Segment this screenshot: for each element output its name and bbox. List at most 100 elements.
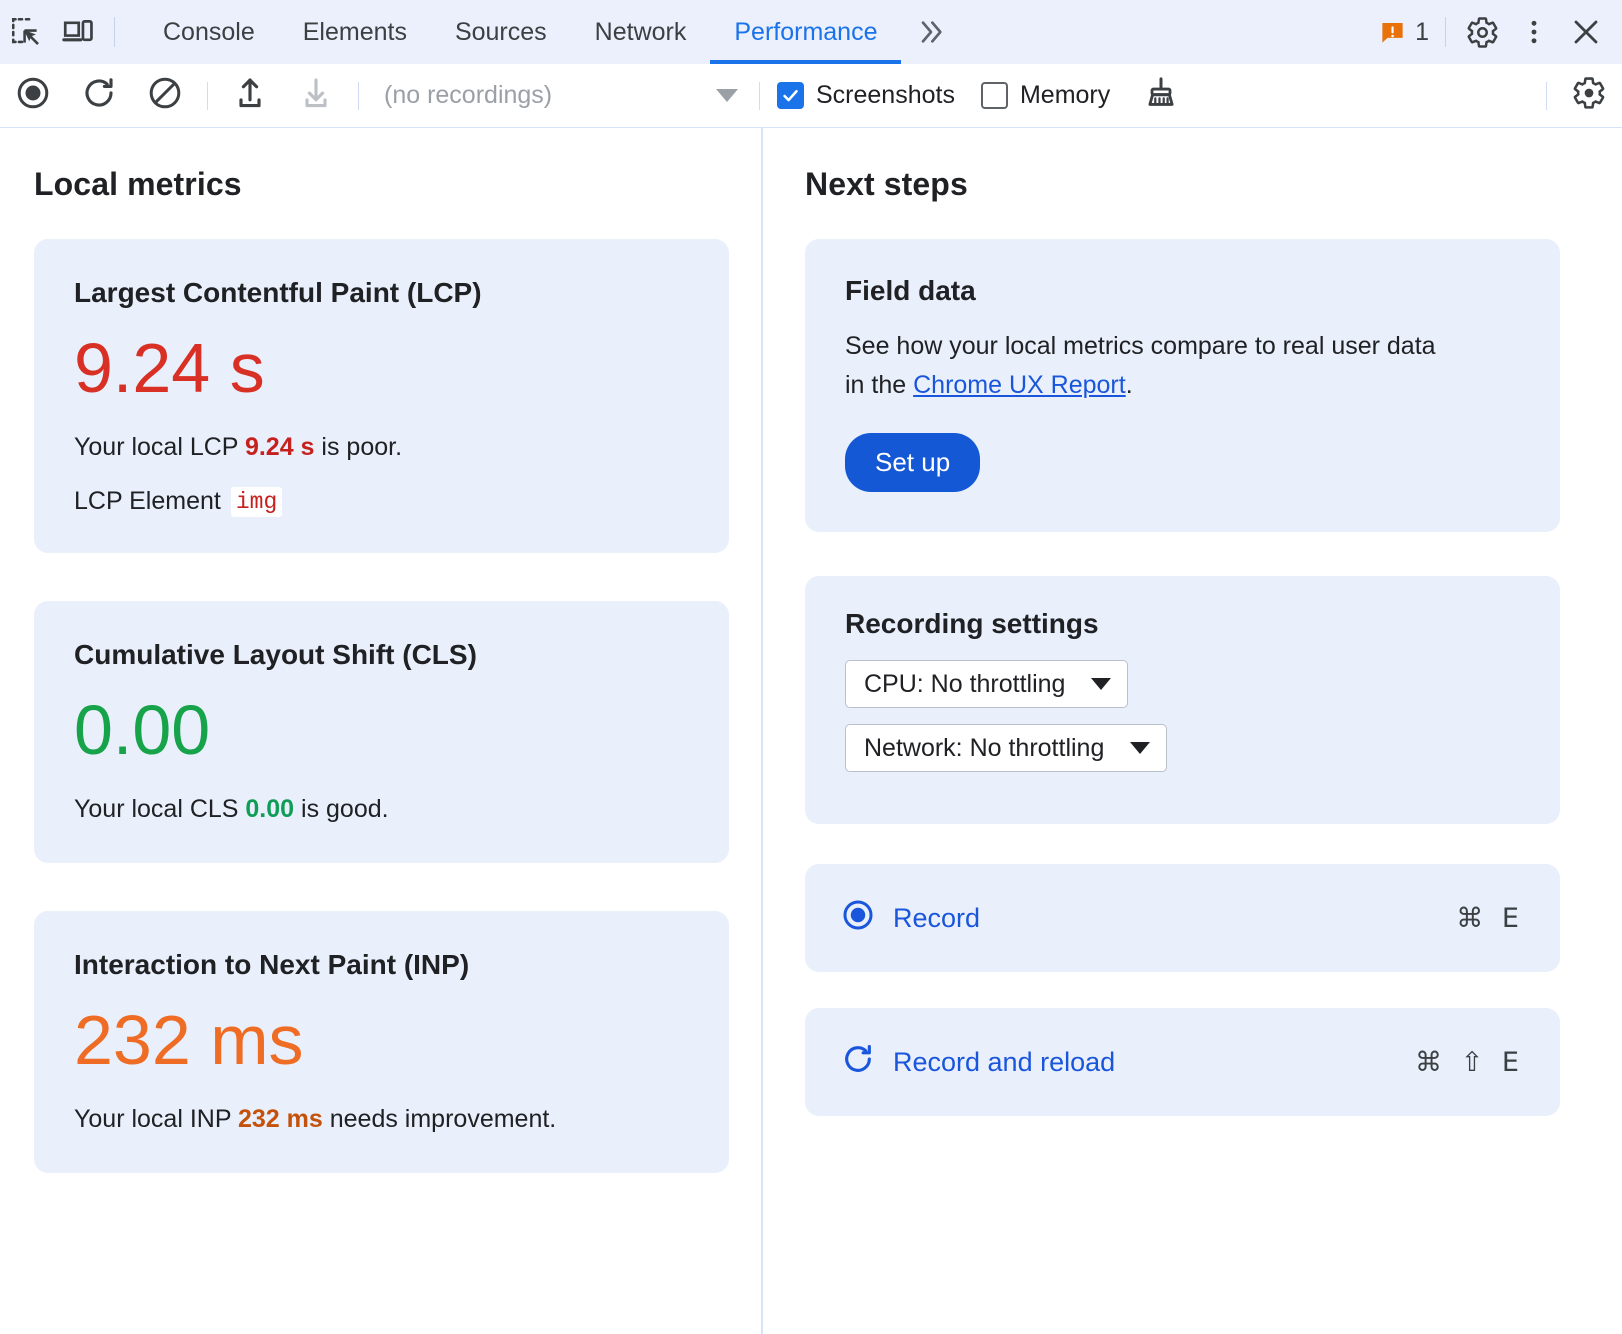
export-profile-button[interactable]	[283, 68, 349, 124]
lcp-element-chip[interactable]: img	[230, 486, 283, 517]
more-tabs-button[interactable]	[901, 0, 961, 64]
clear-recording-button[interactable]	[132, 68, 198, 124]
next-steps-pane: Next steps Field data See how your local…	[763, 128, 1622, 1334]
cpu-throttling-select[interactable]: CPU: No throttling	[845, 660, 1129, 708]
record-action-card[interactable]: Record ⌘ E	[805, 864, 1560, 972]
toolbar-divider	[207, 81, 208, 110]
broom-icon	[1143, 75, 1179, 116]
record-reload-label-group: Record and reload	[841, 1042, 1115, 1083]
record-and-reload-action-card[interactable]: Record and reload ⌘ ⇧ E	[805, 1008, 1560, 1116]
collect-garbage-button[interactable]	[1128, 68, 1194, 124]
metric-value: 9.24 s	[74, 329, 265, 407]
inspect-element-icon	[9, 15, 43, 49]
local-metrics-title: Local metrics	[34, 166, 242, 202]
tab-label: Sources	[454, 17, 547, 46]
recording-settings-title: Recording settings	[845, 608, 1099, 639]
chevron-down-icon	[716, 89, 738, 102]
desc-suffix: needs improvement.	[322, 1105, 557, 1134]
devtools-settings-button[interactable]	[1456, 6, 1508, 58]
reload-record-icon	[81, 75, 117, 116]
import-profile-icon	[232, 75, 268, 116]
kebab-menu-icon	[1531, 20, 1537, 44]
chevron-double-right-icon	[922, 21, 943, 43]
capture-settings-button[interactable]	[1556, 68, 1622, 124]
checkbox-box	[980, 82, 1008, 109]
lcp-element-label: LCP Element	[74, 487, 221, 516]
screenshots-label: Screenshots	[816, 81, 955, 109]
record-and-reload-action-label: Record and reload	[893, 1046, 1116, 1077]
toggle-device-toolbar-button[interactable]	[52, 6, 104, 58]
tab-label: Network	[594, 17, 687, 46]
chevron-down-icon	[1091, 678, 1112, 690]
performance-landing-page: Local metrics Largest Contentful Paint (…	[0, 128, 1622, 1334]
recordings-value-label: (no recordings)	[384, 81, 553, 109]
recording-settings-card: Recording settings CPU: No throttling Ne…	[805, 576, 1560, 824]
tab-label: Elements	[302, 17, 407, 46]
devtools-tab-bar: Console Elements Sources Network Perform…	[0, 0, 1622, 64]
body-prefix: See how your local metrics compare to re…	[845, 332, 1436, 399]
tabbar-right-actions: 1	[1379, 6, 1622, 58]
cpu-throttling-value: CPU: No throttling	[864, 669, 1066, 698]
record-button[interactable]	[0, 68, 66, 124]
metric-description: Your local LCP 9.24 s is poor.	[74, 431, 689, 465]
record-icon	[841, 898, 875, 939]
metric-title: Interaction to Next Paint (INP)	[74, 948, 470, 980]
screenshots-checkbox[interactable]: Screenshots	[777, 81, 955, 110]
gear-icon	[1571, 75, 1607, 116]
import-profile-button[interactable]	[217, 68, 283, 124]
toolbar-divider	[358, 81, 359, 110]
body-suffix: .	[1125, 371, 1133, 399]
field-data-card: Field data See how your local metrics co…	[805, 239, 1560, 532]
tab-label: Console	[163, 17, 255, 46]
toolbar-right-actions	[1537, 68, 1622, 124]
tab-network[interactable]: Network	[571, 0, 711, 64]
set-up-button[interactable]: Set up	[845, 433, 981, 492]
close-icon	[1574, 20, 1598, 44]
metric-value: 0.00	[74, 690, 211, 769]
tabbar-divider	[114, 17, 115, 47]
toolbar-divider	[1546, 81, 1547, 110]
inspect-element-button[interactable]	[0, 6, 52, 58]
device-toolbar-icon	[61, 15, 95, 49]
desc-value: 232 ms	[238, 1105, 323, 1134]
record-and-reload-button[interactable]	[66, 68, 132, 124]
cpu-throttling-row: CPU: No throttling	[845, 660, 1520, 724]
record-and-reload-shortcut: ⌘ ⇧ E	[1415, 1046, 1524, 1078]
record-action-label: Record	[893, 902, 981, 933]
tab-label: Performance	[734, 17, 878, 46]
tab-sources[interactable]: Sources	[431, 0, 571, 64]
export-profile-icon	[298, 75, 334, 116]
field-data-title: Field data	[845, 275, 976, 306]
record-icon	[15, 75, 51, 116]
desc-value: 9.24 s	[244, 433, 315, 462]
clear-icon	[147, 75, 183, 116]
metric-card-inp[interactable]: Interaction to Next Paint (INP) 232 ms Y…	[34, 910, 729, 1173]
tab-performance[interactable]: Performance	[710, 0, 902, 64]
check-icon	[783, 89, 798, 102]
error-count-badge[interactable]: 1	[1379, 18, 1429, 47]
toolbar-divider	[759, 81, 760, 110]
recordings-dropdown[interactable]: (no recordings)	[368, 73, 750, 119]
metric-title: Cumulative Layout Shift (CLS)	[74, 638, 477, 670]
record-action-label-group: Record	[841, 898, 980, 939]
tab-elements[interactable]: Elements	[279, 0, 431, 64]
desc-prefix: Your local INP	[74, 1105, 238, 1134]
desc-suffix: is good.	[294, 795, 389, 824]
reload-record-icon	[841, 1042, 875, 1083]
memory-checkbox[interactable]: Memory	[980, 81, 1110, 110]
desc-prefix: Your local LCP	[74, 433, 245, 462]
desc-prefix: Your local CLS	[74, 795, 246, 824]
tab-console[interactable]: Console	[139, 0, 279, 64]
tabbar-divider	[1445, 17, 1446, 47]
next-steps-title: Next steps	[805, 166, 968, 202]
chrome-ux-report-link[interactable]: Chrome UX Report	[913, 371, 1126, 399]
more-options-button[interactable]	[1508, 6, 1560, 58]
error-icon	[1382, 22, 1403, 43]
metric-description: Your local CLS 0.00 is good.	[74, 793, 689, 827]
panel-tabs: Console Elements Sources Network Perform…	[139, 0, 961, 64]
metric-card-lcp[interactable]: Largest Contentful Paint (LCP) 9.24 s Yo…	[34, 239, 729, 553]
network-throttling-select[interactable]: Network: No throttling	[845, 724, 1168, 772]
metric-card-cls[interactable]: Cumulative Layout Shift (CLS) 0.00 Your …	[34, 600, 729, 863]
close-devtools-button[interactable]	[1560, 6, 1612, 58]
local-metrics-pane: Local metrics Largest Contentful Paint (…	[0, 128, 763, 1334]
